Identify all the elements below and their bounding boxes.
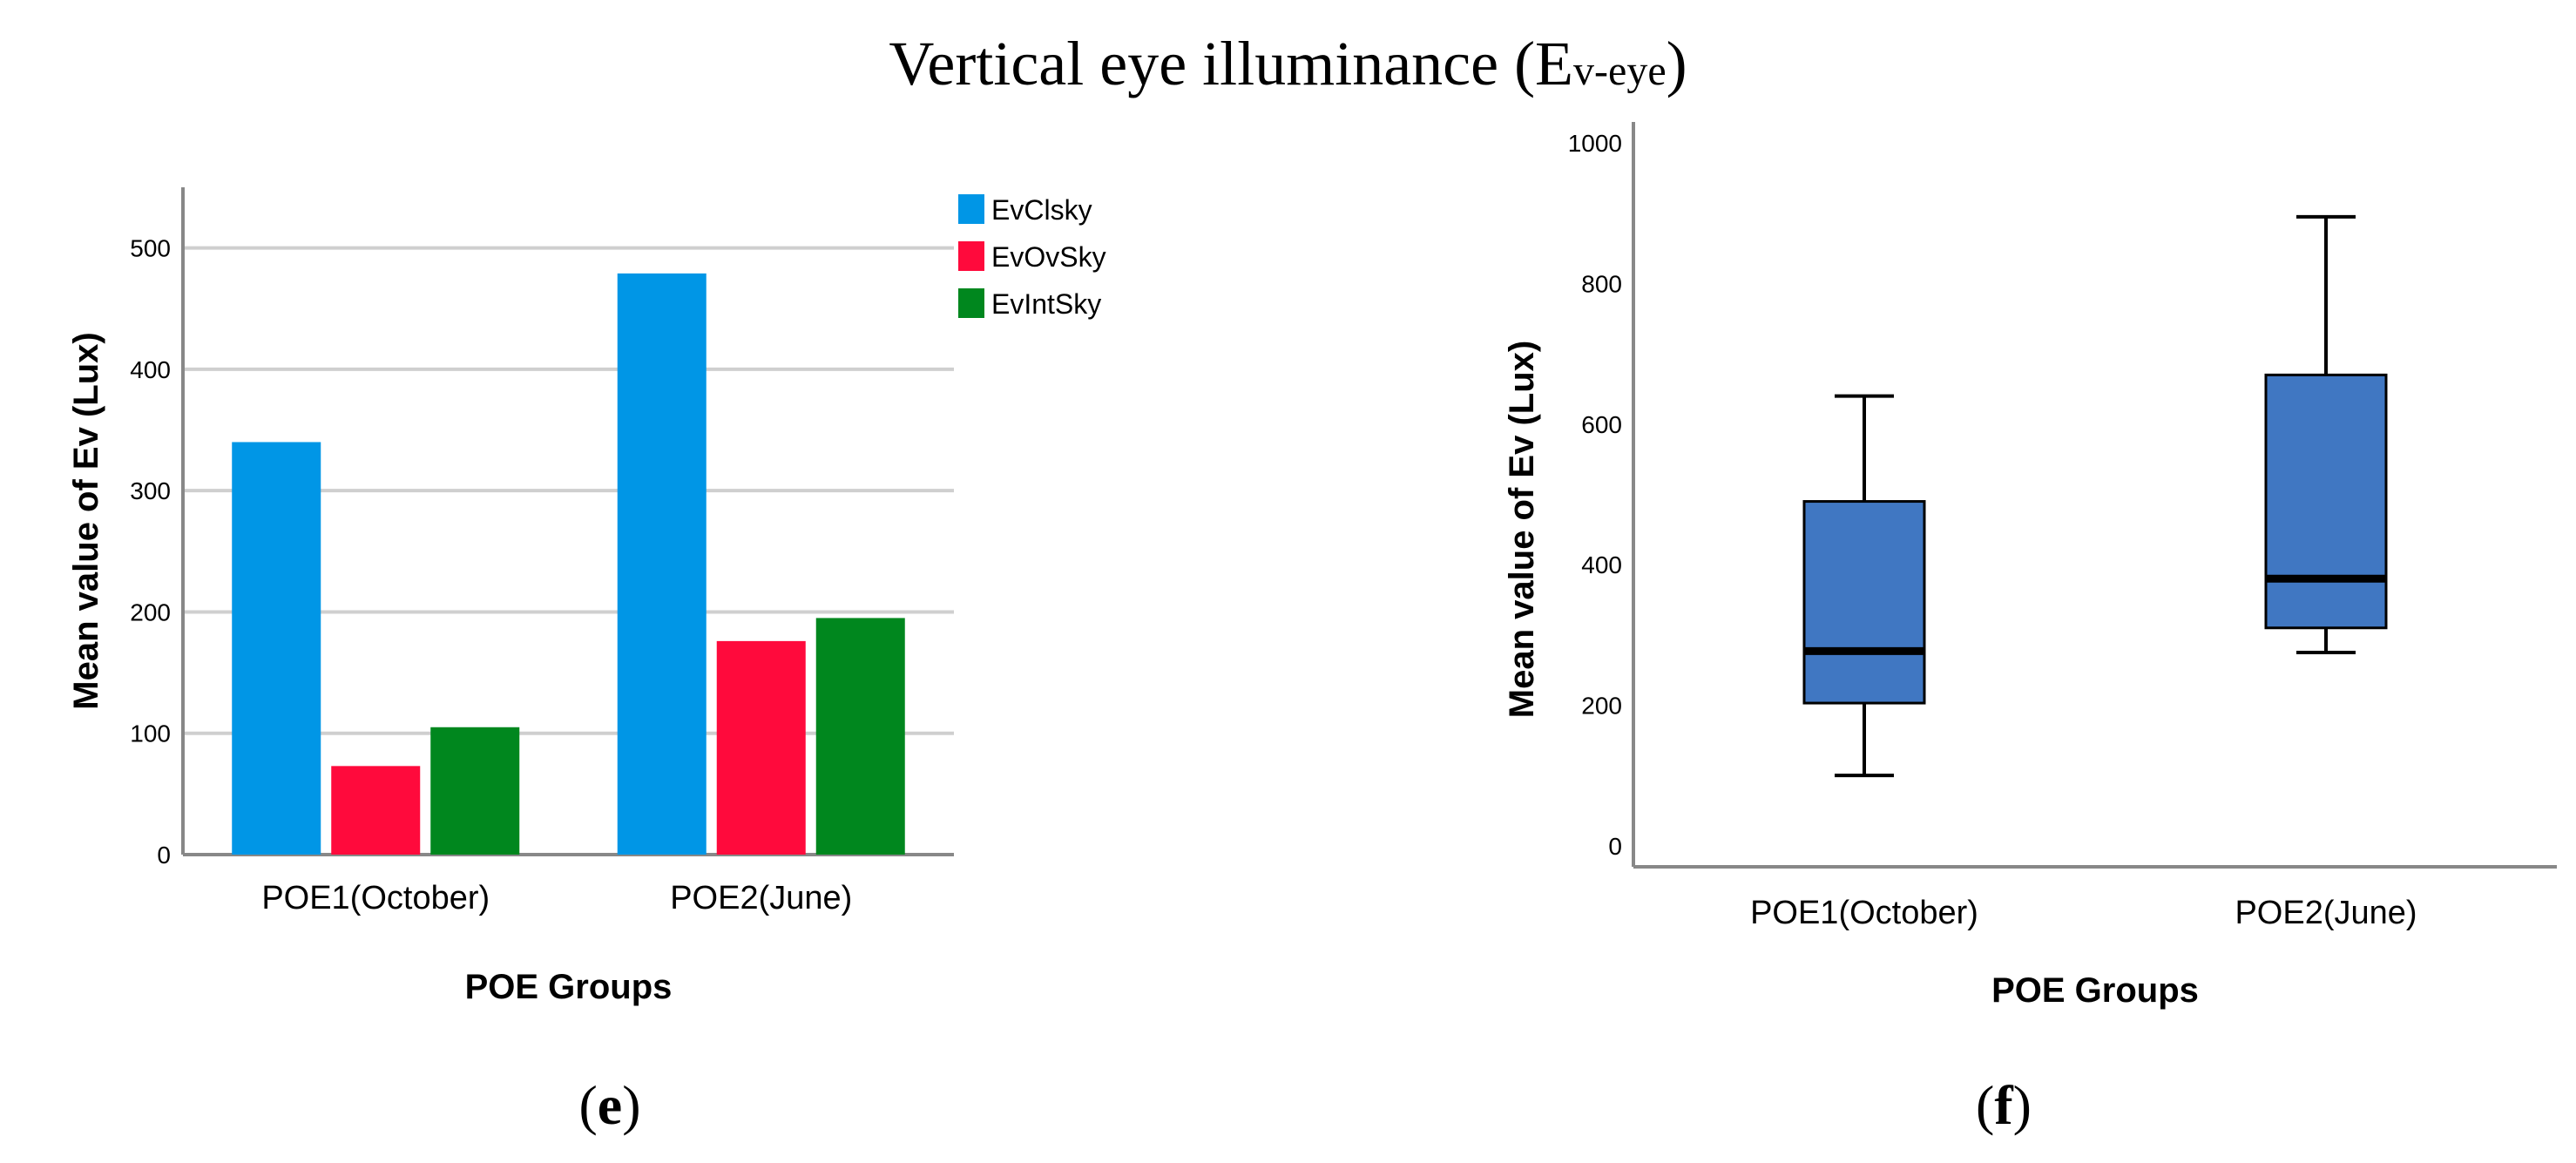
y-tick-label: 0 <box>157 842 171 869</box>
x-category-label: POE1(October) <box>1750 895 1978 931</box>
legend-label-evintsky: EvIntSky <box>991 288 1101 320</box>
x-category-label: POE2(June) <box>2235 895 2417 931</box>
legend-swatch-evovsky <box>958 241 984 271</box>
y-tick-label: 400 <box>130 356 171 383</box>
figure-title-subscript: v-eye <box>1573 48 1667 94</box>
y-axis-title: Mean value of Ev (Lux) <box>1503 341 1541 718</box>
x-category-label: POE2(June) <box>670 880 852 916</box>
bar-evovsky-1 <box>331 766 421 855</box>
y-tick-label: 800 <box>1581 271 1622 298</box>
panel-label-f: (f) <box>1976 1074 2032 1136</box>
bar-evovsky-2 <box>716 640 806 855</box>
bar-evclsky-2 <box>617 273 707 855</box>
y-tick-label: 400 <box>1581 551 1622 578</box>
box-iqr-1 <box>1802 500 1926 705</box>
y-axis-title: Mean value of Ev (Lux) <box>67 332 105 709</box>
box-iqr-2 <box>2264 373 2388 630</box>
y-tick-label: 100 <box>130 720 171 747</box>
x-axis-title: POE Groups <box>465 968 673 1006</box>
legend-swatch-evclsky <box>958 194 984 224</box>
x-axis-title: POE Groups <box>1991 971 2199 1010</box>
box-chart-f: 0 200 400 600 800 1000 POE1(October) POE2(June)… <box>1503 122 2557 1010</box>
legend-label-evclsky: EvClsky <box>991 194 1092 226</box>
legend-swatch-evintsky <box>958 288 984 318</box>
y-tick-label: 0 <box>1608 833 1622 860</box>
legend-label-evovsky: EvOvSky <box>991 241 1106 273</box>
y-tick-label: 600 <box>1581 411 1622 438</box>
y-tick-label: 200 <box>130 598 171 625</box>
bar-chart-e: 0 100 200 300 400 500 POE1(October) POE2(June) P… <box>67 187 1106 1006</box>
y-tick-label: 200 <box>1581 692 1622 719</box>
bar-evintsky-1 <box>430 727 520 855</box>
x-category-label: POE1(October) <box>261 880 490 916</box>
figure-title: Vertical eye illuminance (Ev-eye) <box>0 28 2576 100</box>
y-tick-label: 300 <box>130 477 171 504</box>
y-tick-label: 1000 <box>1568 130 1622 157</box>
bar-evclsky-1 <box>232 442 321 855</box>
bar-evintsky-2 <box>815 618 905 855</box>
y-tick-label: 500 <box>130 235 171 262</box>
figure-title-close: ) <box>1666 29 1687 98</box>
figure-title-main: Vertical eye illuminance (E <box>889 29 1574 98</box>
panel-label-e: (e) <box>578 1074 640 1136</box>
